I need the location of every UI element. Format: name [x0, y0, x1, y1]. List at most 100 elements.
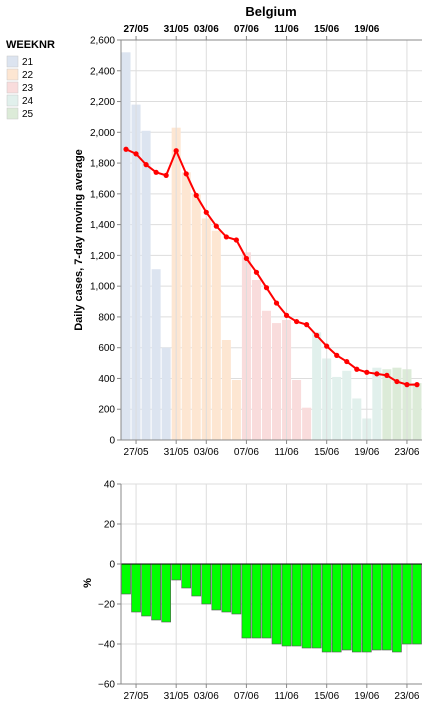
bottom-y-tick-label: 40 — [104, 480, 116, 491]
legend: 21 22 23 24 25 — [6, 55, 34, 120]
bottom-bar — [301, 563, 312, 649]
bottom-bar — [351, 563, 362, 653]
top-x-tick-label: 19/06 — [354, 447, 379, 458]
bottom-bar — [271, 563, 282, 645]
legend-swatch — [6, 55, 19, 68]
moving-average-point — [173, 148, 179, 154]
top-bar — [261, 310, 271, 440]
top-bar — [342, 370, 352, 440]
top-bar — [412, 383, 422, 440]
bottom-x-tick-label: 19/06 — [354, 691, 379, 702]
top-y-tick-label: 2,000 — [90, 128, 115, 139]
top-y-tick-label: 1,800 — [90, 159, 115, 170]
top-x-tick-label: 03/06 — [194, 447, 219, 458]
bottom-bar — [231, 563, 242, 615]
bottom-bar — [241, 563, 252, 639]
top-bar — [292, 380, 302, 440]
moving-average-point — [213, 223, 219, 229]
bottom-bar — [201, 563, 212, 605]
bottom-y-axis-title: % — [82, 578, 94, 588]
moving-average-point — [153, 169, 159, 175]
top-x-tick-label: 07/06 — [234, 447, 259, 458]
bottom-x-tick-label: 23/06 — [394, 691, 419, 702]
bottom-bar — [171, 563, 182, 581]
moving-average-point — [183, 171, 189, 177]
moving-average-point — [384, 372, 390, 378]
bottom-x-tick-label: 03/06 — [194, 691, 219, 702]
bottom-bar — [382, 563, 392, 651]
top-bar — [251, 280, 261, 440]
top-bar — [352, 398, 362, 440]
legend-label: 21 — [22, 57, 34, 68]
bottom-x-tick-label: 27/05 — [124, 691, 149, 702]
bottom-x-tick-label: 15/06 — [314, 691, 339, 702]
moving-average-point — [123, 146, 129, 152]
top-x2-tick-label: 27/05 — [124, 24, 149, 35]
moving-average-point — [143, 162, 149, 168]
bottom-bar — [141, 563, 151, 617]
top-bar — [161, 347, 171, 440]
bottom-y-tick-label: −20 — [98, 600, 115, 611]
top-x-tick-label: 27/05 — [124, 447, 149, 458]
moving-average-point — [163, 172, 169, 178]
moving-average-point — [273, 300, 280, 306]
moving-average-point — [404, 382, 410, 388]
moving-average-point — [334, 352, 340, 358]
top-bar — [332, 376, 342, 440]
moving-average-point — [344, 358, 350, 365]
top-y-tick-label: 2,400 — [90, 66, 115, 77]
top-bar — [231, 380, 241, 440]
bottom-bar — [311, 563, 322, 649]
legend-swatch — [6, 81, 19, 94]
moving-average-point — [354, 366, 360, 372]
moving-average-point — [283, 312, 290, 318]
bottom-bar — [181, 563, 192, 589]
top-x2-tick-label: 11/06 — [274, 24, 299, 35]
bottom-bar — [392, 563, 402, 653]
top-bar — [221, 340, 231, 440]
legend-swatch — [6, 107, 19, 120]
top-bar — [382, 369, 392, 440]
top-y-tick-label: 600 — [98, 343, 115, 354]
bottom-bar — [341, 563, 352, 651]
top-bar — [121, 52, 131, 441]
top-bar — [181, 172, 191, 441]
top-y-tick-label: 1,000 — [90, 282, 115, 293]
top-x2-tick-label: 31/05 — [164, 24, 189, 35]
bottom-bar — [121, 563, 131, 595]
top-bar — [191, 193, 201, 440]
top-bar — [302, 407, 312, 440]
top-bar — [312, 332, 322, 440]
moving-average-point — [293, 318, 300, 325]
moving-average-point — [374, 371, 380, 377]
bottom-bar — [221, 563, 232, 613]
bottom-bar — [131, 563, 141, 613]
moving-average-point — [243, 255, 250, 262]
bottom-x-tick-label: 11/06 — [274, 691, 299, 702]
moving-average-point — [253, 269, 260, 275]
top-y-tick-label: 1,600 — [90, 189, 115, 200]
bottom-y-tick-label: 0 — [109, 560, 115, 571]
bottom-y-tick-label: 20 — [104, 520, 116, 531]
bottom-bar — [151, 563, 161, 621]
top-y-tick-label: 400 — [98, 374, 115, 385]
moving-average-point — [314, 332, 320, 338]
legend-title: WEEKNR — [6, 39, 55, 51]
legend-label: 25 — [22, 109, 34, 120]
bottom-bar — [211, 563, 222, 611]
bottom-y-tick-label: −40 — [98, 640, 115, 651]
legend-swatch — [6, 68, 19, 81]
legend-swatch — [6, 94, 19, 107]
top-bar — [141, 130, 151, 440]
top-y-tick-label: 0 — [109, 436, 115, 447]
moving-average-point — [364, 369, 370, 375]
moving-average-point — [414, 382, 420, 388]
top-x-tick-label: 23/06 — [394, 447, 419, 458]
moving-average-point — [223, 234, 229, 240]
moving-average-point — [203, 209, 209, 215]
top-x-tick-label: 31/05 — [164, 447, 189, 458]
top-bar — [272, 323, 282, 440]
moving-average-point — [394, 378, 400, 385]
top-x-tick-label: 11/06 — [274, 447, 299, 458]
